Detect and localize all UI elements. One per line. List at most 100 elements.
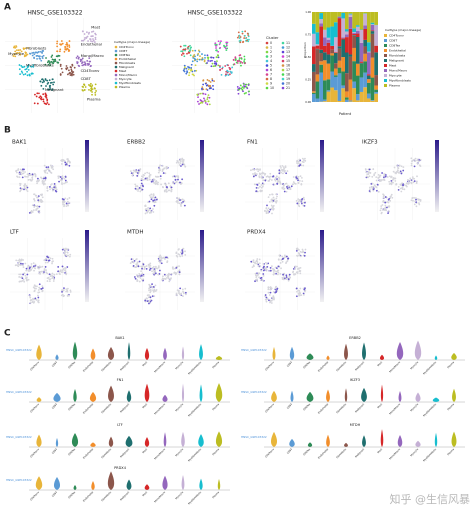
cell-point: [216, 56, 218, 58]
cell-point: [31, 180, 33, 182]
cell-point: [22, 264, 24, 266]
cell-point: [239, 57, 241, 59]
cell-point: [383, 194, 385, 196]
cell-point: [248, 35, 250, 37]
legend-swatch: [266, 42, 269, 45]
cell-point: [275, 291, 277, 293]
cell-point: [218, 56, 220, 58]
cell-point: [56, 43, 58, 45]
bar-segment: [371, 101, 375, 102]
cell-label: Plasma: [87, 97, 101, 102]
axis-label: HNSC_GSE103322: [6, 390, 32, 394]
cell-point: [147, 300, 149, 302]
cell-point: [52, 84, 54, 86]
cell-point: [148, 289, 150, 291]
cell-point: [53, 280, 55, 282]
cell-point: [94, 94, 96, 96]
cell-point: [63, 287, 65, 289]
cell-point: [388, 202, 390, 204]
bar-segment: [316, 74, 320, 81]
cell-point: [285, 172, 287, 174]
cell-point: [37, 297, 39, 299]
cell-point: [237, 86, 239, 88]
cell-point: [145, 213, 147, 215]
gene-title: FN1: [247, 140, 258, 146]
cell-point: [268, 207, 270, 209]
cell-point: [161, 279, 163, 281]
bar-segment: [319, 72, 323, 101]
cell-point: [191, 64, 193, 66]
cell-point: [45, 272, 47, 274]
cell-point: [261, 173, 263, 175]
bar-segment: [349, 55, 353, 57]
legend-label: 6: [270, 68, 272, 72]
cell-point: [256, 278, 258, 280]
cell-point: [384, 205, 386, 207]
cell-point: [265, 294, 267, 296]
cell-label: Endothelial: [81, 42, 102, 47]
cell-point: [160, 175, 162, 177]
cell-point: [48, 168, 50, 170]
cell-point: [133, 170, 135, 172]
cell-point: [61, 291, 63, 293]
cell-point: [299, 164, 301, 166]
legend-swatch: [115, 54, 118, 57]
bar-segment: [319, 13, 323, 19]
cell-point: [26, 279, 28, 281]
cell-point: [61, 68, 63, 70]
cell-point: [224, 65, 226, 67]
cell-point: [271, 265, 273, 267]
cell-point: [45, 57, 47, 59]
bar-segment: [374, 25, 378, 46]
bar-segment: [352, 12, 356, 28]
cell-point: [148, 296, 150, 298]
cell-point: [58, 181, 60, 183]
cell-point: [171, 273, 173, 275]
cell-point: [255, 276, 257, 278]
cell-point: [369, 188, 371, 190]
cell-point: [376, 180, 378, 182]
cell-point: [144, 266, 146, 268]
cell-point: [30, 265, 32, 267]
cell-point: [22, 277, 24, 279]
cell-point: [20, 172, 22, 174]
cell-point: [41, 285, 43, 287]
bar-segment: [345, 97, 349, 99]
cell-point: [45, 96, 47, 98]
cell-point: [262, 273, 264, 275]
cell-point: [387, 212, 389, 214]
cell-point: [298, 159, 300, 161]
cell-point: [281, 187, 283, 189]
cell-point: [385, 174, 387, 176]
cell-point: [184, 254, 186, 256]
cell-point: [57, 270, 59, 272]
cell-point: [248, 84, 250, 86]
bar-segment: [323, 100, 327, 102]
bar-segment: [363, 54, 367, 61]
cell-point: [71, 64, 73, 66]
cell-point: [278, 177, 280, 179]
cell-point: [142, 184, 144, 186]
cell-point: [177, 202, 179, 204]
cell-point: [275, 198, 277, 200]
cell-point: [293, 176, 295, 178]
cell-point: [170, 277, 172, 279]
cell-point: [269, 173, 271, 175]
cell-point: [30, 299, 32, 301]
cell-point: [33, 270, 35, 272]
cell-point: [63, 199, 65, 201]
cell-point: [199, 55, 201, 57]
cell-point: [259, 173, 261, 175]
cell-point: [38, 210, 40, 212]
cell-point: [148, 265, 150, 267]
cell-point: [265, 207, 267, 209]
gene-title: ERBB2: [127, 140, 145, 146]
cell-point: [65, 268, 67, 270]
cell-point: [47, 280, 49, 282]
cell-point: [208, 57, 210, 59]
bar-segment: [345, 100, 349, 102]
cell-point: [296, 250, 298, 252]
cell-point: [45, 259, 47, 261]
cell-point: [245, 38, 247, 40]
cell-point: [65, 288, 67, 290]
